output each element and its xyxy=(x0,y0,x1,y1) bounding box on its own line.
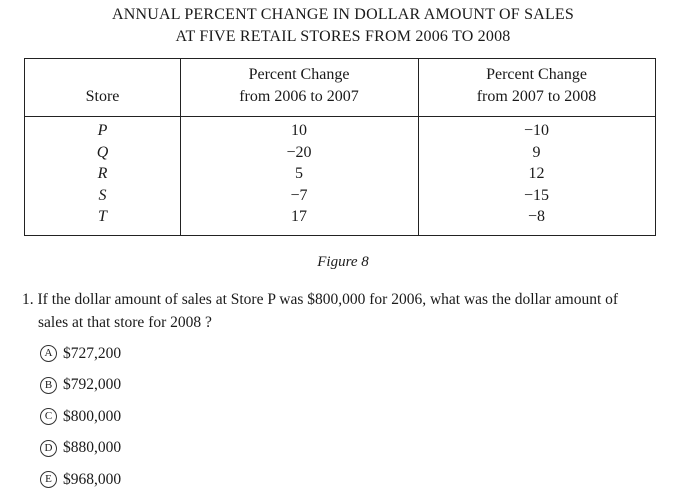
question-stem: If the dollar amount of sales at Store P… xyxy=(37,291,619,308)
value-cell: 5 xyxy=(295,165,303,182)
store-cell: P xyxy=(97,122,108,139)
choice-b-letter: B xyxy=(40,376,57,394)
header-col2-line2: from 2007 to 2008 xyxy=(476,88,597,105)
header-change-2006-2007: Percent Change from 2006 to 2007 xyxy=(180,64,418,108)
choice-e-letter: E xyxy=(40,471,57,489)
value-cell: 12 xyxy=(528,165,545,182)
column-divider-2 xyxy=(418,59,419,235)
header-col1-line1: Percent Change xyxy=(248,66,350,83)
header-divider xyxy=(25,116,655,117)
header-col2-line1: Percent Change xyxy=(486,66,587,83)
figure-caption: Figure 8 xyxy=(317,254,369,270)
value-cell: 17 xyxy=(291,208,307,225)
value-cell: −20 xyxy=(286,143,312,161)
value-cell: −15 xyxy=(523,186,550,204)
change-2006-2007-column: 10 −20 5 −7 17 xyxy=(180,120,418,228)
header-change-2007-2008: Percent Change from 2007 to 2008 xyxy=(418,64,655,108)
question-line1: 1. If the dollar amount of sales at Stor… xyxy=(22,288,682,311)
table-title-line2: AT FIVE RETAIL STORES FROM 2006 TO 2008 xyxy=(175,28,511,45)
choice-d-letter: D xyxy=(40,439,57,457)
store-cell: R xyxy=(97,165,108,182)
store-column: P Q R S T xyxy=(25,120,180,228)
column-divider-1 xyxy=(180,59,181,235)
choice-c-letter: C xyxy=(40,408,57,426)
answer-choices: A $727,200 B $792,000 C $800,000 D $880,… xyxy=(40,338,121,496)
header-store: Store xyxy=(85,88,120,105)
choice-b[interactable]: B $792,000 xyxy=(40,370,121,402)
store-cell: T xyxy=(98,208,107,225)
value-cell: 9 xyxy=(532,143,541,161)
value-cell: −8 xyxy=(527,208,546,225)
store-cell: Q xyxy=(96,143,109,161)
choice-d[interactable]: D $880,000 xyxy=(40,433,121,465)
question-text: 1. If the dollar amount of sales at Stor… xyxy=(22,288,682,334)
choice-e[interactable]: E $968,000 xyxy=(40,464,121,496)
store-cell: S xyxy=(98,186,107,204)
choice-d-text: $880,000 xyxy=(63,439,122,457)
choice-e-text: $968,000 xyxy=(63,470,122,488)
choice-b-text: $792,000 xyxy=(63,376,122,394)
sales-table: Store Percent Change from 2006 to 2007 P… xyxy=(24,58,656,236)
value-cell: 10 xyxy=(291,122,307,139)
change-2007-2008-column: −10 9 12 −15 −8 xyxy=(418,120,655,228)
question-number: 1. xyxy=(22,291,34,308)
header-col1-line2: from 2006 to 2007 xyxy=(239,88,359,105)
choice-c-text: $800,000 xyxy=(63,407,122,425)
question-line2: sales at that store for 2008 ? xyxy=(38,314,212,331)
value-cell: −10 xyxy=(523,122,550,139)
choice-a[interactable]: A $727,200 xyxy=(40,338,121,370)
table-title-line1: ANNUAL PERCENT CHANGE IN DOLLAR AMOUNT O… xyxy=(111,6,574,23)
choice-c[interactable]: C $800,000 xyxy=(40,401,121,433)
choice-a-letter: A xyxy=(40,345,57,363)
choice-a-text: $727,200 xyxy=(63,344,122,362)
value-cell: −7 xyxy=(290,186,308,204)
